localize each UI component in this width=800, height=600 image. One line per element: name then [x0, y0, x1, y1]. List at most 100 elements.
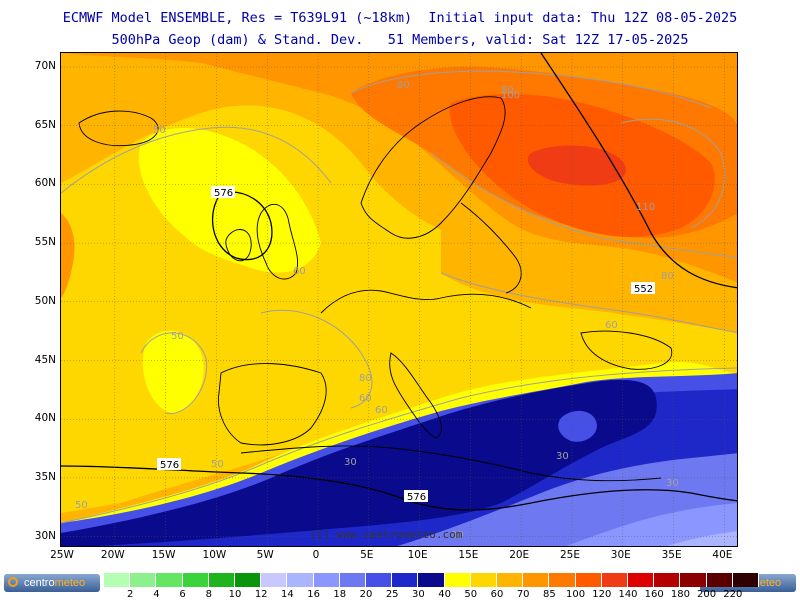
stddev-label: 50	[75, 500, 88, 511]
coastline-north-africa	[240, 445, 662, 482]
colorbar-label: 14	[281, 589, 294, 600]
coastline-ireland	[225, 229, 252, 262]
field-region-16	[667, 531, 737, 546]
colorbar-label: 18	[333, 589, 347, 600]
geop-label-bg	[631, 282, 655, 294]
coastline-scandinavia	[360, 96, 506, 239]
stddev-label: 60	[359, 393, 372, 404]
stddev-label: 80	[397, 80, 410, 91]
colorbar-swatch	[732, 573, 759, 587]
colorbar-swatch	[313, 573, 340, 587]
colorbar-swatch	[470, 573, 497, 587]
longitude-label: 15W	[151, 549, 176, 561]
colorbar-label: 140	[618, 589, 638, 600]
colorbar-label: 180	[670, 589, 690, 600]
colorbar-label: 16	[307, 589, 320, 600]
map-frame: 576 576 552 576 80 100 110 80 60 50 60 5…	[60, 52, 738, 547]
gridlines	[61, 53, 737, 546]
field-region-140	[527, 145, 626, 186]
colorbar-swatch	[287, 573, 314, 587]
map-canvas: 576 576 552 576 80 100 110 80 60 50 60 5…	[61, 53, 737, 546]
geop-contours	[61, 53, 737, 511]
stddev-label: 50	[153, 125, 166, 136]
stddev-contour	[260, 309, 373, 409]
coastlines	[78, 96, 673, 482]
model-title: ECMWF Model ENSEMBLE, Res = T639L91 (~18…	[62, 10, 738, 26]
colorbar-label: 100	[566, 589, 586, 600]
latitude-label: 45N	[34, 353, 56, 366]
stddev-label: 110	[636, 202, 655, 213]
geop-labels: 576 576 552 576	[157, 186, 655, 503]
longitude-label: 0	[312, 549, 320, 561]
colorbar-label: 10	[228, 589, 242, 600]
colorbar-swatch	[706, 573, 733, 587]
geop-label-bg	[404, 490, 428, 502]
colorbar-swatch	[601, 573, 628, 587]
colorbar-swatch	[654, 573, 681, 587]
colorbar-swatch	[208, 573, 235, 587]
colorbar-label: 220	[723, 589, 743, 600]
latitude-label: 55N	[34, 236, 56, 249]
footer: centrometeo centrometeo	[0, 570, 800, 600]
colorbar-label: 2	[127, 589, 134, 600]
colorbar-label: 30	[412, 589, 425, 600]
colorbar-swatch	[104, 573, 131, 587]
geop-contour-552	[540, 53, 737, 289]
stddev-contour	[140, 332, 208, 414]
longitude-label: 10E	[407, 549, 428, 561]
colorbar-swatch	[523, 573, 550, 587]
field-region-70	[441, 210, 737, 333]
colorbar-swatch	[339, 573, 366, 587]
colorbar-swatch	[366, 573, 393, 587]
colorbar-label: 4	[153, 589, 160, 600]
latitude-label: 40N	[34, 412, 56, 425]
longitude-label: 5E	[360, 549, 374, 561]
colorbar-label: 85	[543, 589, 556, 600]
header: ECMWF Model ENSEMBLE, Res = T639L91 (~18…	[0, 0, 800, 52]
geop-label: 576	[214, 188, 233, 199]
longitude-label: 15E	[458, 549, 479, 561]
colorbar-label: 20	[359, 589, 373, 600]
field-region-50-north	[138, 128, 321, 273]
coastline-britain	[256, 203, 299, 280]
colorbar-swatch	[680, 573, 707, 587]
colorbar-swatch	[575, 573, 602, 587]
geop-contour-576-east	[530, 489, 737, 504]
field-region-30-islet	[558, 410, 597, 442]
colorbar-swatch	[444, 573, 471, 587]
longitude-label: 40E	[712, 549, 733, 561]
coastline-black-sea	[580, 330, 673, 370]
coastline-continent-north	[320, 289, 532, 314]
stddev-contour	[350, 70, 712, 109]
stddev-contours	[61, 70, 737, 524]
geop-contour-576-south	[61, 465, 532, 511]
longitude-label: 10W	[202, 549, 227, 561]
colorbar-label: 12	[254, 589, 268, 600]
longitude-label: 30E	[610, 549, 631, 561]
latitude-label: 50N	[34, 294, 56, 307]
stddev-label: 60	[293, 266, 306, 277]
stddev-label: 100	[501, 90, 520, 101]
latitude-label: 30N	[34, 529, 56, 542]
coastline-baltic	[460, 202, 522, 294]
longitude-label: 25E	[560, 549, 580, 561]
geop-label: 552	[634, 284, 653, 295]
latitude-label: 35N	[34, 470, 56, 483]
stddev-contour	[440, 272, 737, 334]
colorbar-label: 160	[644, 589, 664, 600]
stddev-labels: 80 100 110 80 60 50 60 50 80 60 50 30 30…	[75, 80, 679, 541]
geop-label-bg	[211, 186, 235, 198]
longitude-label: 20W	[100, 549, 125, 561]
longitude-label: 5W	[256, 549, 274, 561]
stddev-label: 30	[666, 478, 679, 489]
longitude-label: 35E	[661, 549, 682, 561]
colorbar-label: 40	[438, 589, 451, 600]
geop-label: 576	[407, 492, 426, 503]
stddev-label: 80	[359, 373, 372, 384]
stddev-label: 50	[211, 459, 224, 470]
coastline-iceland	[78, 110, 159, 147]
stddev-label: 30	[556, 451, 569, 462]
geop-label: 576	[160, 460, 179, 471]
stddev-label: 60	[375, 405, 388, 416]
stddev-label: 80	[661, 271, 674, 282]
